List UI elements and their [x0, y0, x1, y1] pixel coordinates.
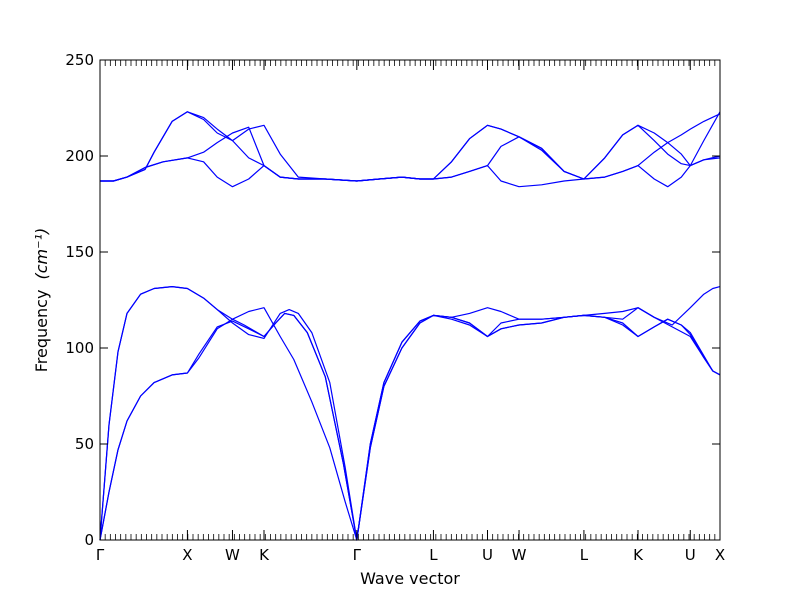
x-tick-label: U [685, 546, 696, 564]
phonon-branch-3 [99, 286, 721, 541]
y-tick-label: 100 [65, 339, 94, 357]
y-tick-label: 250 [65, 51, 94, 69]
y-tick-label: 150 [65, 243, 94, 261]
y-tick-label: 50 [75, 435, 94, 453]
x-axis-label: Wave vector [360, 569, 460, 588]
series-layer [99, 111, 721, 541]
phonon-branch-5 [100, 157, 721, 188]
phonon-branch-6 [100, 113, 721, 182]
x-tick-label: L [580, 546, 589, 564]
phonon-branch-7 [100, 111, 721, 182]
phonon-branch-4 [99, 286, 721, 541]
x-tick-label: W [512, 546, 527, 564]
x-tick-label: W [225, 546, 240, 564]
y-axis-label-unit: (cm⁻¹) [32, 228, 51, 280]
x-tick-label: U [482, 546, 493, 564]
y-axis-label: Frequency (cm⁻¹) [32, 228, 51, 372]
x-tick-label: K [259, 546, 270, 564]
x-tick-label: Γ [353, 546, 362, 564]
y-tick-label: 0 [84, 531, 94, 549]
x-tick-label: X [182, 546, 192, 564]
x-tick-label: L [429, 546, 438, 564]
phonon-branch-8 [100, 111, 721, 182]
tick-labels-layer: 0 50 100 150 200 250 Γ X W K Γ L U W L K U X [65, 51, 725, 564]
x-tick-label: Γ [96, 546, 105, 564]
phonon-branch-2 [99, 312, 721, 541]
phonon-branch-1 [99, 312, 721, 541]
plot-frame [99, 59, 721, 541]
y-axis-label-text: Frequency [32, 290, 51, 373]
x-tick-label: X [715, 546, 725, 564]
y-tick-label: 200 [65, 147, 94, 165]
x-tick-label: K [633, 546, 644, 564]
y-axis-label-group: Frequency (cm⁻¹) [32, 228, 51, 372]
